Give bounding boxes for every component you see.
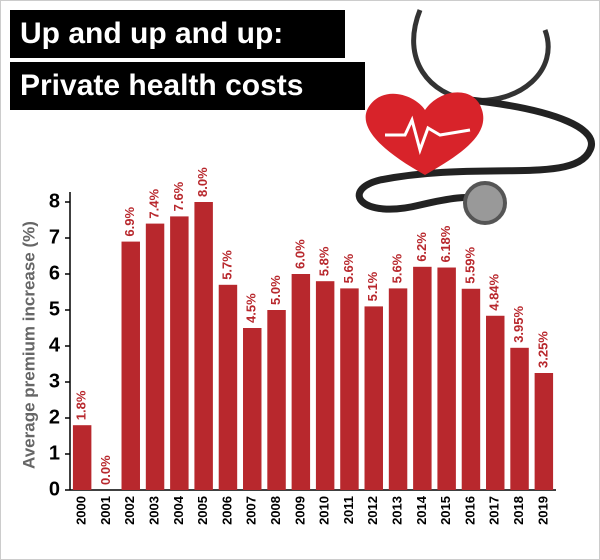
- bar: [72, 425, 92, 490]
- value-label: 6.2%: [414, 232, 429, 262]
- x-tick-label: 2009: [292, 496, 307, 525]
- stethoscope-illustration: [355, 9, 595, 225]
- title-box: [10, 10, 345, 58]
- bar: [121, 241, 140, 490]
- y-tick-label: 2: [49, 406, 60, 428]
- x-tick-label: 2008: [268, 496, 283, 525]
- value-label: 0.0%: [98, 455, 113, 485]
- y-tick-label: 3: [49, 370, 60, 392]
- value-label: 5.59%: [462, 246, 477, 283]
- x-tick-label: 2006: [219, 496, 234, 525]
- x-tick-label: 2005: [195, 496, 210, 525]
- value-label: 3.95%: [511, 305, 526, 342]
- value-label: 5.6%: [389, 253, 404, 283]
- bar: [510, 347, 529, 490]
- y-axis-label: Average premium increase (%): [19, 221, 38, 469]
- x-tick-label: 2014: [414, 495, 429, 525]
- value-label: 8.0%: [195, 167, 210, 197]
- x-tick-label: 2011: [341, 496, 356, 524]
- bar: [534, 373, 554, 490]
- x-tick-label: 2004: [171, 495, 186, 525]
- value-label: 6.0%: [292, 239, 307, 269]
- bar: [315, 281, 335, 490]
- bar: [291, 274, 311, 490]
- x-tick-label: 2019: [535, 496, 550, 525]
- bar: [364, 306, 383, 490]
- value-label: 5.6%: [341, 253, 356, 283]
- bar: [486, 315, 505, 490]
- bar: [267, 310, 286, 490]
- value-label: 5.7%: [219, 250, 234, 280]
- title-box: [10, 62, 365, 110]
- y-tick-label: 1: [49, 442, 60, 464]
- y-tick-label: 0: [49, 478, 60, 500]
- value-label: 7.4%: [146, 189, 161, 219]
- bar: [218, 284, 238, 490]
- value-label: 5.0%: [268, 275, 283, 305]
- x-tick-label: 2003: [146, 496, 161, 525]
- bar: [388, 288, 408, 490]
- value-label: 5.1%: [365, 271, 380, 301]
- x-tick-label: 2017: [487, 496, 502, 525]
- bar: [437, 267, 456, 490]
- y-tick-label: 7: [49, 226, 60, 248]
- value-label: 4.84%: [487, 273, 502, 310]
- value-label: 6.18%: [438, 225, 453, 262]
- x-tick-label: 2000: [74, 496, 89, 525]
- y-tick-label: 5: [49, 298, 60, 320]
- y-tick-label: 4: [49, 334, 61, 356]
- value-label: 7.6%: [171, 181, 186, 211]
- x-tick-label: 2015: [438, 496, 453, 525]
- bar: [194, 202, 213, 490]
- chart-title: Private health costs: [20, 69, 303, 102]
- x-tick-label: 2010: [317, 496, 332, 525]
- x-tick-label: 2018: [511, 496, 526, 525]
- x-tick-label: 2016: [462, 496, 477, 525]
- y-tick-label: 6: [49, 262, 60, 284]
- x-tick-label: 2013: [389, 496, 404, 525]
- bar: [170, 216, 189, 490]
- y-tick-label: 8: [49, 190, 60, 212]
- bar: [461, 288, 481, 490]
- value-label: 1.8%: [74, 390, 89, 420]
- chart-title: Up and up and up:: [20, 17, 283, 50]
- bar: [340, 288, 359, 490]
- x-tick-label: 2002: [122, 496, 137, 525]
- value-label: 6.9%: [122, 207, 137, 237]
- x-tick-label: 2001: [98, 496, 113, 525]
- bar: [413, 266, 432, 490]
- bar: [243, 328, 262, 490]
- value-label: 5.8%: [317, 246, 332, 276]
- x-tick-label: 2012: [365, 496, 380, 525]
- x-tick-label: 2007: [244, 496, 259, 525]
- value-label: 3.25%: [535, 331, 550, 368]
- bar: [145, 223, 165, 490]
- value-label: 4.5%: [244, 293, 259, 323]
